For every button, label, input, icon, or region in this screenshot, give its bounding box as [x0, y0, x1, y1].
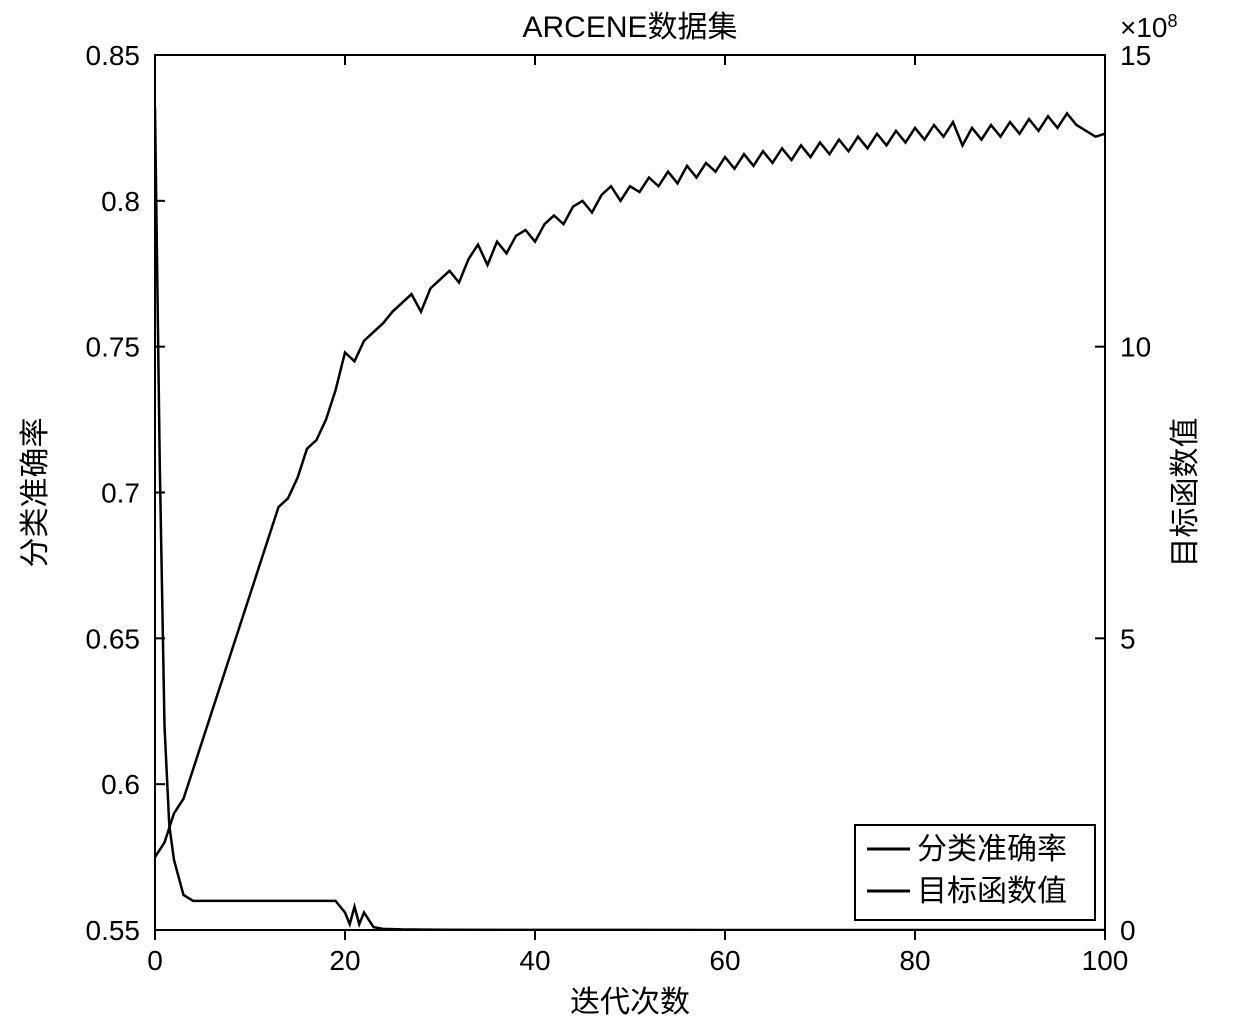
- yl-tick-label: 0.7: [101, 478, 140, 509]
- x-tick-label: 0: [147, 945, 163, 976]
- legend-item-label: 分类准确率: [917, 833, 1067, 866]
- yr-tick-label: 10: [1120, 332, 1151, 363]
- yl-tick-label: 0.6: [101, 769, 140, 800]
- yl-tick-label: 0.8: [101, 186, 140, 217]
- chart-title: ARCENE数据集: [522, 11, 737, 44]
- y-right-exponent: ×108: [1120, 11, 1178, 43]
- chart-svg: 0 20 40 60 80 100 0.55 0.6 0.65 0.7 0.75 0.8 0.85 0 5 1…: [0, 0, 1240, 1031]
- yr-tick-label: 15: [1120, 40, 1151, 71]
- chart-container: 0 20 40 60 80 100 0.55 0.6 0.65 0.7 0.75 0.8 0.85 0 5 1…: [0, 0, 1240, 1031]
- y-right-axis-label: 目标函数值: [1169, 418, 1202, 568]
- yr-tick-label: 5: [1120, 623, 1136, 654]
- x-tick-label: 100: [1082, 945, 1129, 976]
- x-axis-label: 迭代次数: [570, 986, 690, 1019]
- yr-tick-label: 0: [1120, 915, 1136, 946]
- legend-item-label: 目标函数值: [917, 875, 1067, 908]
- series-line-0: [155, 113, 1105, 857]
- yl-tick-label: 0.75: [86, 332, 141, 363]
- yl-tick-label: 0.85: [86, 40, 141, 71]
- y-left-axis-label: 分类准确率: [19, 418, 52, 568]
- x-tick-label: 60: [709, 945, 740, 976]
- series-line-1: [155, 108, 1105, 930]
- x-tick-label: 20: [329, 945, 360, 976]
- x-tick-label: 80: [899, 945, 930, 976]
- yl-tick-label: 0.55: [86, 915, 141, 946]
- yl-tick-label: 0.65: [86, 623, 141, 654]
- x-tick-label: 40: [519, 945, 550, 976]
